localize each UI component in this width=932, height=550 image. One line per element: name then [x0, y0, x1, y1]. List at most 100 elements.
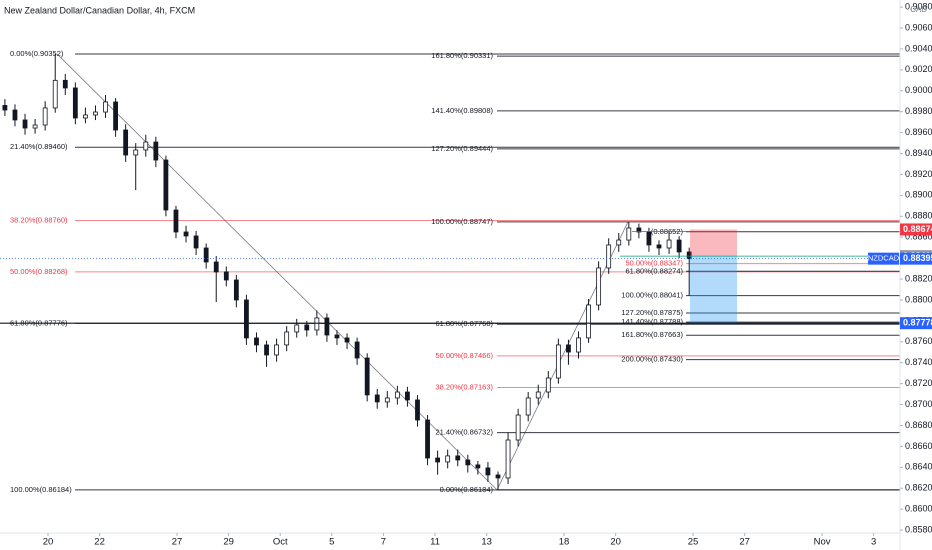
price-tag-label: 0.87778 — [903, 318, 932, 328]
price-tag-label: 0.88674 — [903, 224, 932, 234]
candle-body — [133, 149, 139, 156]
candle-body — [415, 399, 420, 421]
fib-label: 0.00%(0.90352) — [10, 49, 64, 58]
candle-body — [636, 227, 642, 233]
candle-body — [425, 419, 430, 459]
candle-body — [304, 324, 310, 331]
fib-label: 61.80%(0.88274) — [625, 266, 683, 275]
candle-body — [213, 261, 219, 273]
candle-body — [233, 279, 239, 301]
candle-body — [566, 344, 571, 353]
symbol-tag — [868, 252, 899, 265]
candle-body — [32, 124, 38, 129]
candle-body — [223, 271, 229, 281]
candle-body — [596, 267, 602, 306]
candle-body — [324, 317, 330, 336]
x-tick-label: 3 — [871, 537, 876, 548]
candle-body — [364, 357, 370, 396]
symbol-label: NZDCAD — [868, 254, 900, 263]
fib-label: 0.00%(0.86184) — [440, 485, 494, 494]
x-tick-label: 5 — [329, 537, 334, 548]
candle-body — [22, 119, 28, 129]
candle-body — [505, 439, 511, 479]
candle-body — [244, 299, 249, 339]
fib-label: 100.00%(0.88747) — [431, 217, 493, 226]
fib-label: 100.00%(0.86184) — [10, 485, 72, 494]
candle-body — [52, 79, 58, 109]
candle-body — [626, 227, 632, 241]
candle-body — [12, 109, 18, 121]
candle-body — [465, 459, 471, 466]
candle-body — [143, 141, 149, 151]
candle-body — [525, 397, 531, 416]
candle-body — [42, 107, 48, 126]
candle-body — [113, 101, 118, 131]
x-tick-label: 13 — [481, 537, 492, 548]
candle-body — [656, 244, 662, 249]
candle-body — [2, 105, 8, 111]
fib-label: 200.00%(0.87430) — [621, 355, 683, 364]
candle-body — [294, 324, 300, 333]
candle-body — [274, 344, 280, 356]
fib-label: 161.80%(0.87663) — [621, 330, 683, 339]
candle-body — [445, 455, 451, 463]
candle-body — [616, 239, 622, 246]
fib-label: 50.00%(0.87466) — [435, 351, 493, 360]
x-tick-label: 18 — [559, 537, 570, 548]
x-tick-label: 29 — [223, 537, 234, 548]
fib-label: 50.00%(0.88347) — [625, 259, 683, 268]
candle-body — [344, 337, 350, 343]
candle-body — [495, 474, 501, 479]
candle-body — [72, 87, 78, 119]
candle-body — [394, 391, 400, 399]
price-tag — [900, 252, 932, 265]
x-tick-label: 27 — [739, 537, 750, 548]
tools — [0, 229, 900, 324]
x-tick-label: 20 — [610, 537, 621, 548]
candle-body — [354, 341, 360, 359]
fib-label: 141.40%(0.87788) — [621, 317, 683, 326]
candle-body — [123, 129, 129, 156]
candle-body — [83, 114, 88, 119]
candle-body — [153, 141, 159, 161]
currency-label: CAD — [910, 5, 927, 14]
candle-body — [193, 235, 199, 249]
candle-body — [334, 334, 340, 339]
x-tick-label: 22 — [94, 537, 105, 548]
target-zone — [690, 256, 737, 324]
candle-body — [173, 209, 179, 233]
fib-label: 141.40%(0.89808) — [431, 106, 493, 115]
price-tag — [900, 223, 932, 236]
candle-body — [666, 239, 672, 249]
fib-label: 21.40%(0.89460) — [10, 142, 68, 151]
x-tick-label: Oct — [273, 537, 288, 548]
candle-body — [62, 79, 68, 89]
price-tag — [900, 317, 932, 330]
candle-body — [314, 317, 320, 331]
fib-label: 127.20%(0.87875) — [621, 308, 683, 317]
candle-body — [475, 464, 481, 469]
x-tick-label: 25 — [688, 537, 699, 548]
candle-body — [254, 337, 259, 346]
candle-body — [515, 414, 521, 441]
candle-body — [535, 391, 541, 399]
candle-body — [203, 247, 209, 263]
candle-body — [576, 337, 581, 353]
x-tick-label: 20 — [43, 537, 54, 548]
fib-label: 21.40%(0.86732) — [435, 428, 493, 437]
